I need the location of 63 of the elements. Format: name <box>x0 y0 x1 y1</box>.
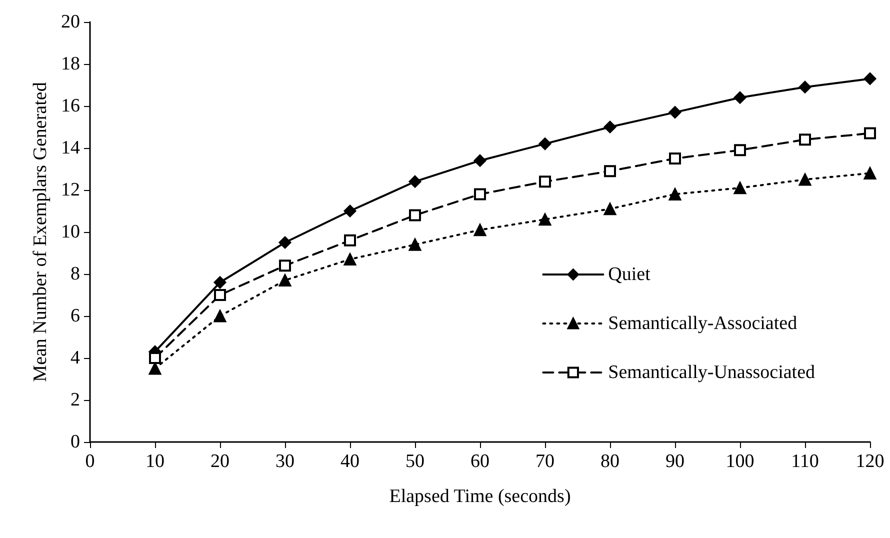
y-tick-label: 0 <box>70 432 80 452</box>
point <box>798 80 812 94</box>
y-tick-label: 4 <box>70 348 80 368</box>
y-tick-label: 20 <box>61 12 80 32</box>
point <box>344 204 356 218</box>
point <box>734 144 746 156</box>
point <box>668 188 682 200</box>
y-tick-label: 18 <box>61 54 80 74</box>
y-tick-label: 16 <box>61 96 80 116</box>
point <box>668 106 682 119</box>
point <box>539 176 551 188</box>
x-tick-label: 50 <box>406 451 424 472</box>
x-tick-label: 70 <box>536 451 554 472</box>
legend-label: Semantically-Associated <box>608 313 798 334</box>
point <box>734 182 746 194</box>
point <box>864 127 876 140</box>
point <box>408 238 422 251</box>
legend-label: Quiet <box>608 264 652 285</box>
point <box>214 289 226 301</box>
y-tick-label: 2 <box>70 390 80 410</box>
point <box>734 91 746 104</box>
x-tick-label: 90 <box>666 451 684 472</box>
point <box>409 209 421 222</box>
legend-label: Semantically-Unassociated <box>608 362 816 383</box>
point <box>864 72 876 85</box>
point <box>538 138 552 150</box>
y-tick-label: 8 <box>70 264 80 284</box>
point <box>278 274 292 287</box>
point <box>278 236 292 249</box>
point <box>604 165 616 178</box>
point <box>604 120 616 134</box>
x-axis-title: Elapsed Time (seconds) <box>389 486 571 507</box>
point <box>798 173 812 186</box>
point <box>474 154 486 167</box>
y-tick-label: 12 <box>61 180 80 200</box>
point <box>214 276 226 289</box>
y-tick-label: 14 <box>61 138 80 158</box>
x-tick-label: 40 <box>340 451 360 472</box>
point <box>864 166 876 180</box>
x-tick-label: 20 <box>210 451 230 472</box>
x-tick-label: 30 <box>276 451 294 472</box>
x-tick-label: 120 <box>856 451 884 472</box>
point <box>604 202 616 216</box>
point <box>344 234 356 246</box>
x-tick-label: 0 <box>85 451 95 472</box>
x-tick-label: 60 <box>470 451 490 472</box>
x-tick-label: 100 <box>726 451 754 472</box>
point <box>799 134 811 146</box>
point <box>474 188 486 200</box>
point <box>538 213 552 226</box>
x-tick-label: 10 <box>146 451 164 472</box>
y-tick-label: 10 <box>61 222 80 242</box>
x-tick-label: 80 <box>600 451 620 472</box>
point <box>279 260 291 272</box>
y-axis-title: Mean Number of Exemplars Generated <box>30 82 51 382</box>
point <box>344 253 356 266</box>
point <box>408 175 422 188</box>
point <box>214 310 226 322</box>
point <box>149 352 161 364</box>
point <box>669 152 681 164</box>
y-tick-label: 6 <box>70 306 80 326</box>
point <box>474 224 486 236</box>
x-tick-label: 110 <box>791 451 819 472</box>
